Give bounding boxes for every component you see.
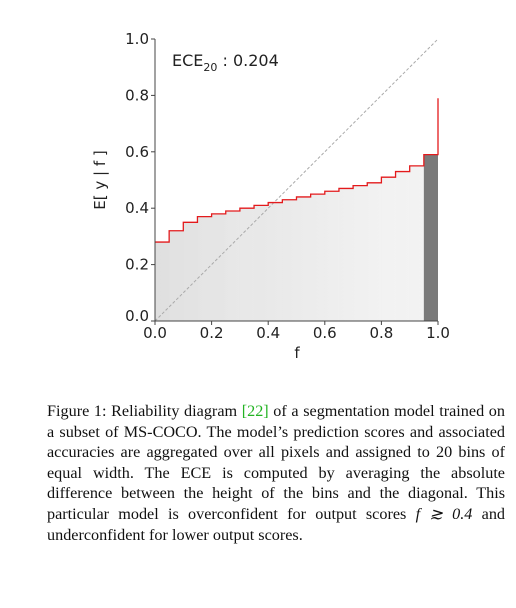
bin-bar bbox=[395, 171, 410, 321]
bin-bar bbox=[381, 177, 396, 321]
bin-bar bbox=[183, 222, 198, 321]
bin-bar bbox=[155, 242, 170, 321]
bin-bar bbox=[197, 216, 212, 321]
bin-bar bbox=[225, 211, 240, 321]
caption-suffix: and underconfident for lower output scor… bbox=[47, 504, 506, 544]
y-tick-label: 0.8 bbox=[125, 86, 149, 104]
step-line bbox=[155, 98, 439, 243]
y-tick-label: 1.0 bbox=[125, 30, 149, 48]
x-tick-label: 0.2 bbox=[200, 324, 224, 342]
x-axis-label: f bbox=[294, 344, 300, 362]
diagonal-line bbox=[154, 38, 439, 322]
ece-annotation: ECE20 : 0.204 bbox=[172, 51, 279, 74]
y-tick-label: 0.6 bbox=[125, 143, 149, 161]
bin-bar bbox=[239, 208, 255, 321]
reliability-chart: 0.0 0.2 0.4 0.6 0.8 1.0 0.0 0.2 0.4 0.6 0.8 1.0 f E… bbox=[91, 30, 450, 362]
caption-math: f ≳ 0.4 bbox=[415, 504, 473, 523]
bin-bar bbox=[169, 230, 184, 321]
y-axis-label: E[ y | f ] bbox=[91, 150, 109, 209]
y-tick-label: 0.4 bbox=[125, 199, 149, 217]
bin-bar bbox=[409, 165, 424, 321]
bin-bar bbox=[338, 188, 354, 321]
x-tick-label: 0.6 bbox=[313, 324, 337, 342]
reliability-diagram: 0.0 0.2 0.4 0.6 0.8 1.0 0.0 0.2 0.4 0.6 0.8 1.0 f E… bbox=[91, 30, 450, 362]
y-tick-label: 0.0 bbox=[125, 307, 149, 325]
x-tick-label: 0.8 bbox=[369, 324, 393, 342]
figure-caption: Figure 1: Reliability diagram [22] of a … bbox=[47, 401, 505, 545]
y-tick-label: 0.2 bbox=[125, 256, 149, 274]
caption-body: of a segmentation model trained on a sub… bbox=[47, 402, 505, 523]
bin-bar bbox=[310, 194, 325, 321]
bin-bar bbox=[296, 196, 311, 321]
x-tick-label: 1.0 bbox=[426, 324, 450, 342]
citation-link[interactable]: [22] bbox=[241, 402, 269, 420]
bin-bar bbox=[268, 202, 283, 321]
bin-bar bbox=[423, 154, 438, 321]
bin-bar bbox=[353, 185, 368, 321]
bin-bar bbox=[211, 213, 226, 321]
accuracy-area bbox=[155, 154, 438, 321]
bin-bar bbox=[282, 199, 297, 321]
x-tick-label: 0.4 bbox=[256, 324, 280, 342]
bin-bar bbox=[254, 205, 269, 321]
x-tick-label: 0.0 bbox=[143, 324, 167, 342]
bin-bar bbox=[324, 191, 339, 321]
caption-prefix: Figure 1: Reliability diagram bbox=[47, 402, 242, 420]
bin-bar bbox=[367, 182, 382, 321]
